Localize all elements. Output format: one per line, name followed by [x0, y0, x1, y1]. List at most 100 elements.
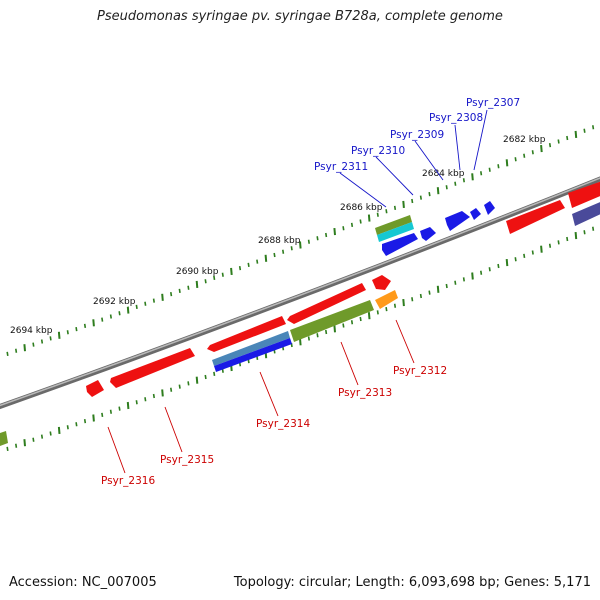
reverse-callout-lines — [107, 319, 415, 474]
gene-feature[interactable] — [290, 300, 374, 342]
minor-tick — [419, 293, 422, 299]
minor-tick — [592, 226, 595, 231]
major-tick — [333, 228, 336, 236]
minor-tick — [109, 314, 112, 319]
gene-feature[interactable] — [86, 380, 104, 397]
tick-label-2682: 2682 kbp — [503, 135, 546, 145]
major-tick — [436, 187, 440, 195]
minor-tick — [548, 142, 552, 148]
gene-feature[interactable] — [375, 215, 412, 235]
gene-label-psyr-2310[interactable]: Psyr_2310 — [351, 145, 405, 157]
gene-feature[interactable] — [372, 275, 391, 290]
major-tick — [299, 241, 302, 249]
minor-tick — [376, 310, 379, 315]
major-tick — [367, 312, 371, 320]
tick-labels: 2682 kbp 2684 kbp 2686 kbp 2688 kbp 2690… — [10, 135, 546, 336]
minor-tick — [359, 219, 362, 224]
major-tick — [505, 159, 509, 167]
tick-label-2694: 2694 kbp — [10, 326, 53, 336]
gene-feature[interactable] — [207, 316, 286, 352]
gene-label-psyr-2311[interactable]: Psyr_2311 — [314, 161, 368, 173]
reverse-gene-labels: Psyr_2312 Psyr_2313 Psyr_2314 Psyr_2315 … — [101, 365, 447, 487]
gene-feature[interactable] — [568, 180, 600, 208]
minor-tick — [548, 243, 552, 248]
minor-tick — [488, 267, 491, 272]
minor-tick — [316, 236, 319, 241]
minor-tick — [238, 265, 242, 271]
minor-tick — [454, 181, 457, 186]
gene-feature[interactable] — [212, 331, 290, 366]
gene-feature[interactable] — [445, 211, 470, 231]
gene-label-psyr-2315[interactable]: Psyr_2315 — [160, 454, 214, 466]
gene-label-psyr-2307[interactable]: Psyr_2307 — [466, 97, 520, 109]
minor-tick — [282, 249, 285, 254]
gene-feature[interactable] — [110, 348, 195, 388]
accession-text: Accession: NC_007005 — [9, 575, 157, 590]
minor-tick — [83, 323, 87, 329]
gene-feature[interactable] — [484, 201, 495, 215]
minor-tick — [445, 283, 448, 289]
minor-tick — [75, 326, 78, 332]
major-tick — [92, 414, 95, 422]
minor-tick — [204, 279, 207, 284]
minor-tick — [144, 397, 147, 402]
minor-tick — [32, 342, 35, 347]
map-title: Pseudomonas syringae pv. syringae B728a,… — [97, 9, 503, 24]
major-tick — [505, 259, 509, 267]
minor-tick — [350, 222, 354, 228]
minor-tick — [15, 443, 18, 448]
minor-tick — [342, 226, 345, 231]
tick-label-2684: 2684 kbp — [422, 169, 465, 179]
gene-feature[interactable] — [470, 208, 481, 220]
gene-label-psyr-2309[interactable]: Psyr_2309 — [390, 129, 444, 141]
gene-label-psyr-2308[interactable]: Psyr_2308 — [429, 112, 483, 124]
major-tick — [23, 439, 26, 447]
minor-tick — [109, 409, 112, 414]
gene-feature[interactable] — [287, 283, 366, 324]
major-tick — [402, 200, 405, 208]
gene-feature[interactable] — [382, 233, 418, 256]
minor-tick — [66, 425, 69, 430]
major-tick — [230, 267, 233, 275]
reverse-strand-features — [0, 275, 398, 446]
minor-tick — [566, 236, 569, 242]
gene-label-psyr-2314[interactable]: Psyr_2314 — [256, 418, 310, 430]
minor-tick — [376, 212, 379, 217]
minor-tick — [75, 422, 78, 427]
minor-tick — [462, 277, 465, 282]
gene-label-psyr-2312[interactable]: Psyr_2312 — [393, 365, 447, 377]
minor-tick — [497, 164, 500, 169]
minor-tick — [316, 333, 319, 338]
minor-tick — [350, 320, 354, 325]
major-tick — [471, 272, 474, 280]
minor-tick — [307, 239, 310, 244]
gene-feature[interactable] — [375, 290, 398, 309]
tick-label-2686: 2686 kbp — [340, 203, 383, 213]
gene-feature[interactable] — [506, 200, 565, 234]
major-tick — [402, 299, 405, 307]
minor-tick — [325, 232, 328, 238]
minor-tick — [6, 351, 9, 357]
minor-tick — [385, 306, 388, 312]
major-tick — [436, 285, 440, 293]
minor-tick — [101, 412, 104, 418]
gene-feature[interactable] — [214, 338, 292, 372]
major-tick — [126, 401, 130, 410]
gene-feature[interactable] — [377, 222, 414, 242]
gene-feature[interactable] — [572, 200, 600, 226]
gene-label-psyr-2316[interactable]: Psyr_2316 — [101, 475, 155, 487]
major-tick — [92, 319, 95, 327]
minor-tick — [15, 348, 18, 353]
major-tick — [161, 293, 164, 301]
gene-feature[interactable] — [0, 431, 8, 446]
genome-backbone-highlight — [0, 177, 600, 407]
gene-label-psyr-2313[interactable]: Psyr_2313 — [338, 387, 392, 399]
major-tick — [57, 331, 61, 339]
forward-gene-labels: Psyr_2307 Psyr_2308 Psyr_2309 Psyr_2310 … — [314, 97, 520, 173]
gene-feature[interactable] — [420, 227, 436, 241]
minor-tick — [385, 209, 388, 214]
major-tick — [540, 145, 543, 153]
major-tick — [574, 130, 578, 138]
minor-tick — [178, 288, 181, 294]
